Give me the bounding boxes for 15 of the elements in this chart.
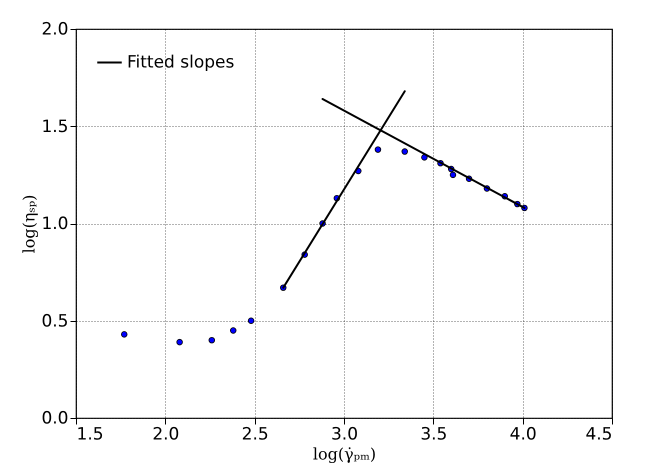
x-tick-label: 3.0: [330, 424, 358, 444]
y-axis-title: log(ηₛₚ): [19, 194, 38, 254]
x-tick-label: 3.5: [420, 424, 448, 444]
legend-label: Fitted slopes: [127, 52, 234, 72]
x-tick-label: 4.0: [510, 424, 537, 444]
x-tick-label: 4.5: [585, 424, 612, 444]
x-tick-label: 2.5: [242, 424, 269, 444]
y-tick-label: 1.5: [41, 116, 68, 137]
x-tick-label: 1.5: [76, 424, 104, 444]
y-tick-label: 2.0: [41, 20, 68, 40]
x-axis-title: log(γ̇ₚₘ): [312, 444, 376, 464]
x-tick-label: 2.0: [152, 424, 180, 444]
y-tick-label: 1.0: [41, 214, 68, 234]
y-tick-label: 0.0: [41, 408, 68, 428]
y-tick-label: 0.5: [41, 311, 68, 332]
